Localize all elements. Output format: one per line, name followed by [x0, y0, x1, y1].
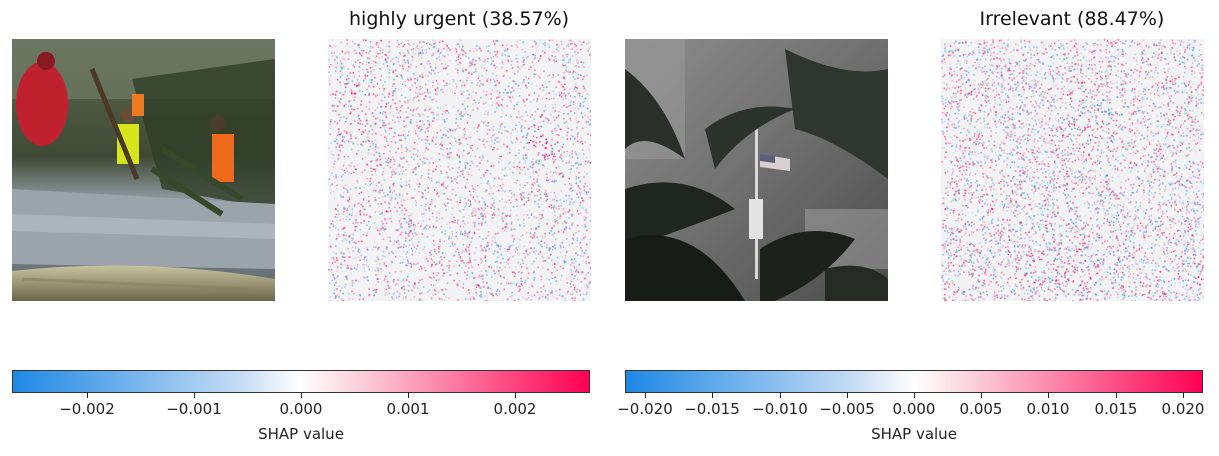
- colorbar-2: [625, 370, 1203, 393]
- colorbar-1: [12, 370, 590, 393]
- colorbar-2-tick-mark: [1116, 392, 1117, 398]
- colorbar-2-tick-mark: [981, 392, 982, 398]
- colorbar-2-tick-label: 0.020: [1161, 400, 1205, 418]
- chart-title-1: highly urgent (38.57%): [349, 8, 570, 30]
- colorbar-2-tick-mark: [780, 392, 781, 398]
- colorbar-2-tick-label: −0.020: [617, 400, 673, 418]
- colorbar-1-tick-mark: [515, 392, 516, 398]
- input-image-palm-storm: [625, 39, 888, 301]
- colorbar-2-tick-label: 0.010: [1026, 400, 1070, 418]
- colorbar-1-tick-mark: [194, 392, 195, 398]
- colorbar-2-tick-mark: [645, 392, 646, 398]
- shap-heatmap-2: [941, 39, 1204, 301]
- colorbar-1-tick-mark: [87, 392, 88, 398]
- colorbar-2-tick-mark: [847, 392, 848, 398]
- colorbar-1-tick-mark: [408, 392, 409, 398]
- chart-title-2: Irrelevant (88.47%): [979, 8, 1165, 30]
- colorbar-2-tick-label: 0.015: [1094, 400, 1138, 418]
- colorbar-2-tick-label: −0.010: [752, 400, 808, 418]
- input-image-flood-rescue: [12, 39, 275, 301]
- shap-heatmap-1: [328, 39, 591, 301]
- colorbar-1-tick-label: 0.001: [386, 400, 430, 418]
- colorbar-1-tick-mark: [301, 392, 302, 398]
- colorbar-1-tick-label: 0.002: [493, 400, 537, 418]
- colorbar-2-tick-label: −0.005: [819, 400, 875, 418]
- colorbar-1-label: SHAP value: [258, 425, 344, 443]
- colorbar-2-label: SHAP value: [871, 425, 957, 443]
- colorbar-2-tick-label: 0.000: [892, 400, 936, 418]
- colorbar-2-tick-mark: [1183, 392, 1184, 398]
- colorbar-1-tick-label: −0.002: [59, 400, 115, 418]
- colorbar-2-tick-mark: [712, 392, 713, 398]
- colorbar-2-tick-mark: [1048, 392, 1049, 398]
- colorbar-2-tick-label: 0.005: [959, 400, 1003, 418]
- colorbar-1-tick-label: −0.001: [166, 400, 222, 418]
- colorbar-2-tick-mark: [914, 392, 915, 398]
- colorbar-1-tick-label: 0.000: [279, 400, 323, 418]
- colorbar-2-tick-label: −0.015: [684, 400, 740, 418]
